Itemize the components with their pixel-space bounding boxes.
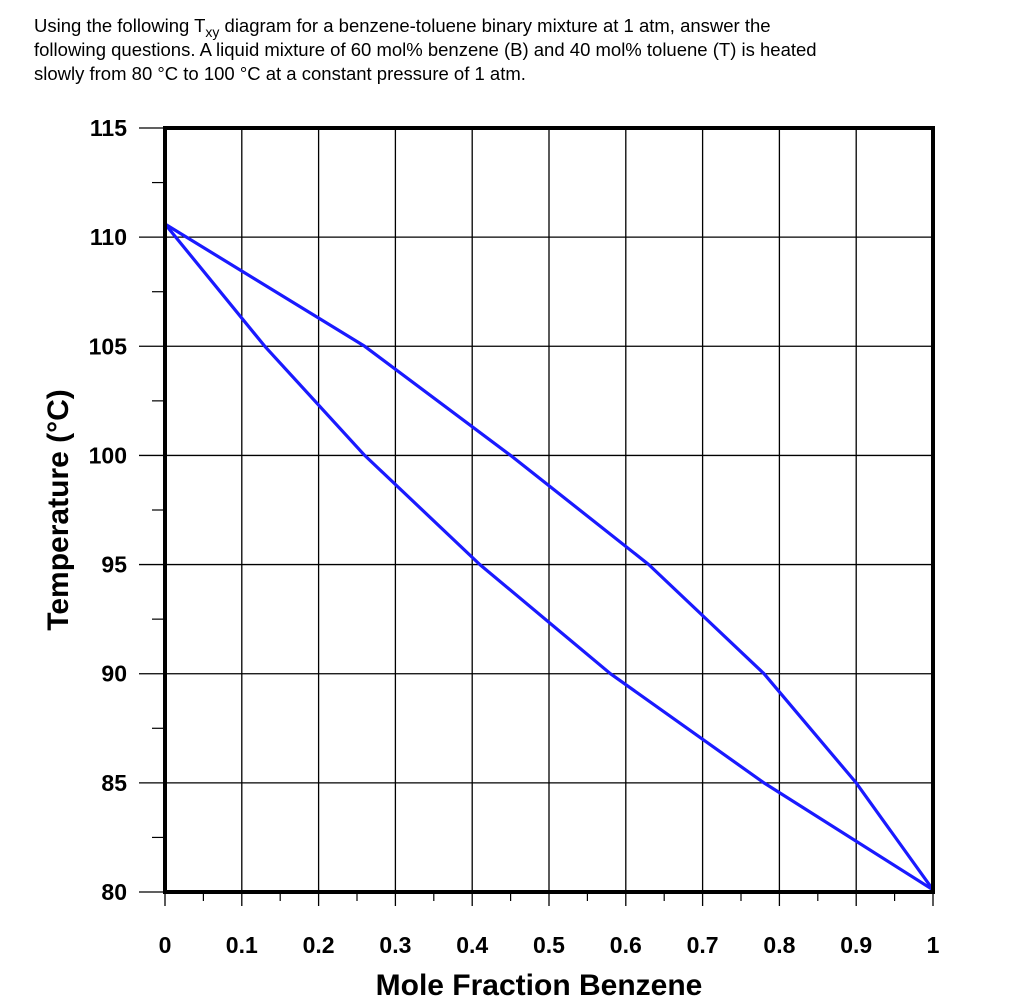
series-lines xyxy=(163,222,935,892)
plot-frame xyxy=(163,126,935,894)
question-line-1-post: diagram for a benzene-toluene binary mix… xyxy=(219,15,771,36)
x-tick-label: 0 xyxy=(159,932,172,958)
y-tick-label: 95 xyxy=(101,552,127,578)
dew-point-curve xyxy=(163,222,935,892)
x-tick-label: 0.7 xyxy=(687,932,719,958)
x-axis-title: Mole Fraction Benzene xyxy=(376,969,703,996)
x-tick-label: 0.4 xyxy=(456,932,488,958)
y-tick-label: 85 xyxy=(101,770,127,796)
tick-labels: 0 0.1 0.2 0.3 0.4 0.5 0.6 0.7 0.8 0.9 1 80 85 90 95 100… xyxy=(89,115,940,958)
x-tick-label: 0.5 xyxy=(533,932,565,958)
question-line-2: following questions. A liquid mixture of… xyxy=(34,39,817,60)
y-tick-label: 80 xyxy=(101,879,127,905)
y-tick-label: 105 xyxy=(89,333,128,359)
question-line-1-sub: xy xyxy=(205,24,220,40)
x-tick-label: 0.9 xyxy=(840,932,872,958)
x-tick-label: 0.2 xyxy=(303,932,335,958)
x-tick-label: 0.1 xyxy=(226,932,258,958)
question-line-3: slowly from 80 °C to 100 °C at a constan… xyxy=(34,63,526,84)
y-axis-title: Temperature (°C) xyxy=(42,389,75,630)
bubble-point-curve xyxy=(163,222,935,892)
axis-ticks xyxy=(139,127,934,906)
x-tick-label: 0.3 xyxy=(379,932,411,958)
y-tick-label: 110 xyxy=(90,224,127,250)
y-tick-label: 115 xyxy=(90,115,127,141)
question-line-1-pre: Using the following T xyxy=(34,15,206,36)
grid xyxy=(165,128,933,892)
y-tick-label: 100 xyxy=(89,442,127,468)
x-tick-label: 0.8 xyxy=(763,932,795,958)
x-tick-label: 1 xyxy=(927,932,940,958)
question-text: Using the following Txy diagram for a be… xyxy=(34,14,994,86)
y-tick-label: 90 xyxy=(101,661,127,687)
x-tick-label: 0.6 xyxy=(610,932,642,958)
question-line-1: Using the following Txy diagram for a be… xyxy=(34,14,994,40)
